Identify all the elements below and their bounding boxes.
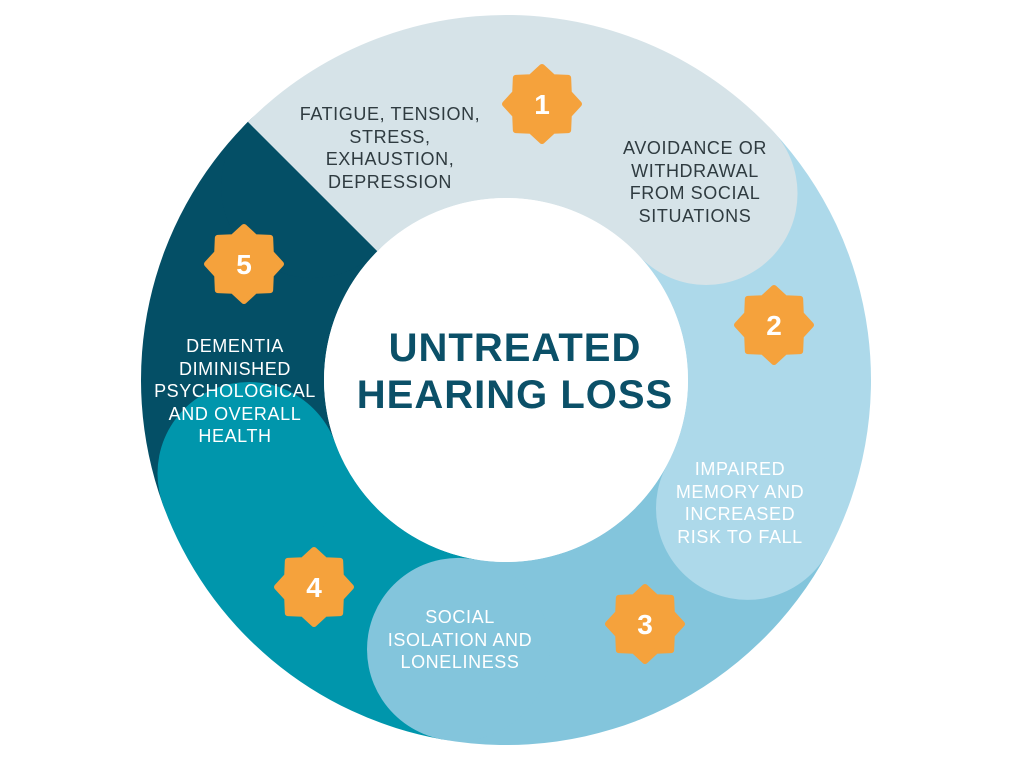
step-2-badge-icon: 2 [734, 285, 814, 365]
segment-3-line: MEMORY AND [675, 481, 805, 502]
segment-2-line: AVOIDANCE OR [623, 138, 767, 158]
segment-1-line: DEPRESSION [327, 171, 453, 192]
step-3-number: 3 [637, 609, 653, 640]
step-1-number: 1 [534, 89, 550, 120]
ring-segment-3-cap [367, 557, 551, 741]
segment-2-line: WITHDRAWAL [631, 160, 759, 181]
segment-4-line: SOCIAL [425, 607, 495, 627]
segment-2-line: SITUATIONS [638, 205, 752, 226]
segment-5-line: HEALTH [198, 426, 272, 446]
segment-3-line: IMPAIRED [694, 459, 786, 479]
center-title-line-2: HEARING LOSS [356, 373, 674, 417]
segment-3-line: RISK TO FALL [677, 526, 803, 547]
step-4-badge-icon: 4 [274, 547, 354, 627]
starburst-shape [274, 547, 354, 627]
segment-3-line: INCREASED [684, 504, 796, 524]
segment-4-label: SOCIAL ISOLATION AND LONELINESS [370, 606, 550, 674]
step-2-number: 2 [766, 310, 782, 341]
segment-1-line: EXHAUSTION, [325, 149, 455, 169]
starburst-shape [734, 285, 814, 365]
step-3-badge-icon: 3 [605, 584, 685, 664]
segment-2-line: FROM SOCIAL [629, 183, 761, 203]
step-1-badge-icon: 1 [502, 64, 582, 144]
segment-2-label: AVOIDANCE OR WITHDRAWAL FROM SOCIAL SITU… [600, 137, 790, 227]
segment-4-line: ISOLATION AND [387, 629, 533, 650]
starburst-shape [204, 224, 284, 304]
segment-1-line: STRESS, [349, 126, 431, 147]
segment-5-line: AND OVERALL [168, 403, 302, 424]
step-5-badge-icon: 5 [204, 224, 284, 304]
ring-segment-1-cap [614, 101, 798, 285]
center-title: UNTREATED HEARING LOSS [330, 325, 700, 419]
starburst-shape [605, 584, 685, 664]
starburst-shape [502, 64, 582, 144]
step-5-number: 5 [236, 249, 252, 280]
segment-5-label: DEMENTIA DIMINISHED PSYCHOLOGICAL AND OV… [140, 335, 330, 448]
ring-segment-4-cap [157, 382, 341, 566]
center-title-line-1: UNTREATED [388, 326, 642, 370]
segment-4-line: LONELINESS [400, 652, 520, 672]
ring-segment-2-cap [655, 416, 839, 600]
segment-1-line: FATIGUE, TENSION, [299, 104, 481, 124]
segment-3-label: IMPAIRED MEMORY AND INCREASED RISK TO FA… [650, 458, 830, 548]
step-4-number: 4 [306, 572, 322, 603]
segment-5-line: DEMENTIA [186, 336, 284, 356]
segment-5-line: PSYCHOLOGICAL [154, 381, 316, 401]
segment-1-label: FATIGUE, TENSION, STRESS, EXHAUSTION, DE… [280, 103, 500, 193]
segment-5-line: DIMINISHED [178, 358, 291, 379]
